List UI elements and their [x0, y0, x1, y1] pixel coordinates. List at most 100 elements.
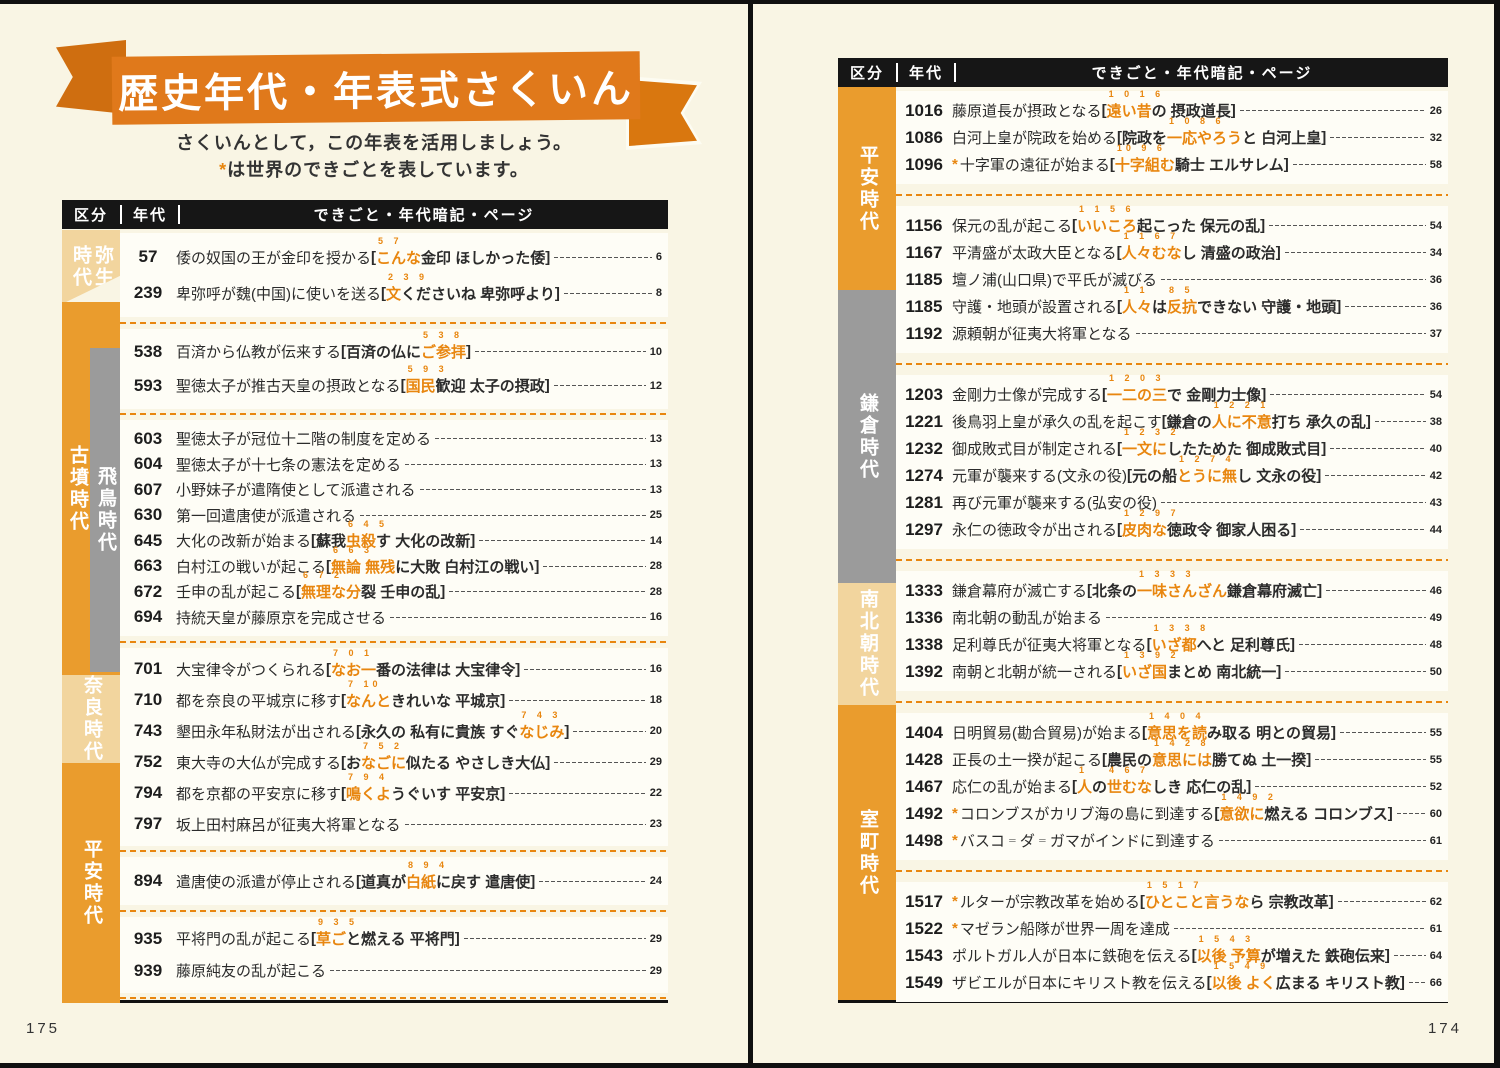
mnemonic-text: に戻す 遣唐使 [436, 873, 531, 891]
bracket-open: [ [1072, 217, 1078, 234]
page-ref: 16 [649, 611, 662, 624]
mnemonic-text: へと 足利尊氏 [1196, 637, 1290, 654]
era-label: 飛鳥時代 [95, 466, 116, 554]
event-description: 鎌倉幕府が滅亡する [952, 583, 1088, 600]
event-description: 聖徳太子が冠位十二階の制度を定める [176, 431, 432, 449]
mnemonic-highlight: 意思を読 1 4 0 4 [1147, 711, 1208, 743]
row-group: 935 平将門の乱が起こる[草ご 9 3 5 と燃える 平将門] 29 939 藤原純友の乱… [120, 916, 668, 993]
event-description: 倭の奴国の王が金印を授かる [176, 249, 372, 267]
bracket-close: ] [564, 722, 570, 740]
dashed-line [896, 701, 1448, 703]
event-text: * マゼラン船隊が世界一周を達成 61 [952, 918, 1448, 939]
event-text: 南北朝の動乱が始まる 49 [952, 607, 1448, 628]
event-description: ザビエルが日本にキリスト教を伝える [952, 975, 1207, 992]
event-text: 鎌倉幕府が滅亡する[北条の 一味さんざん 1 3 3 3 鎌倉幕府滅亡] 46 [952, 570, 1448, 601]
event-text: ザビエルが日本にキリスト教を伝える[以後 よく 1 5 4 9 広まる キリスト教]… [952, 962, 1448, 993]
page-ref: 52 [1429, 780, 1442, 793]
year-digits-annotation: 5 7 [378, 235, 403, 246]
bracket-open: [ [1116, 244, 1122, 261]
mnemonic-text: で 金剛力士像 [1167, 387, 1262, 404]
era-block: 奈良時代 [62, 675, 120, 763]
table-row: 1338 足利尊氏が征夷大将軍となる[いざ都 1 3 3 8 へと 足利尊氏] 48 [896, 624, 1448, 658]
bracket-close: ] [554, 284, 560, 302]
era-label: 弥生時代 [70, 245, 113, 289]
mnemonic-highlight: 白紙 8 9 4 [406, 859, 449, 891]
event-description: 白河上皇が院政を始める [952, 130, 1118, 147]
bracket-close: ] [1230, 102, 1236, 119]
event-description: コロンブスがカリブ海の島に到達する [959, 806, 1215, 823]
header-divider [178, 205, 180, 224]
mnemonic-highlight: 人々むな 1 1 6 7 [1121, 231, 1182, 263]
mnemonic-text: 院政を [1122, 130, 1168, 147]
page-ref: 28 [649, 585, 662, 598]
table-row: 1392 南朝と北朝が統一される[いざ国 1 3 9 2 まとめ 南北統一] 50 [896, 651, 1448, 685]
year-digits-annotation: 1 0 1 6 [1108, 89, 1165, 99]
event-text: * 十字軍の遠征が始まる[十字組む 10 9 6 騎士 エルサレム] 58 [952, 143, 1448, 175]
mnemonic-highlight: 十字組む 10 9 6 [1114, 143, 1175, 175]
event-text: 聖徳太子が十七条の憲法を定める 13 [176, 454, 668, 475]
year-cell: 604 [133, 454, 163, 474]
bracket-open: [ [1117, 440, 1123, 457]
era-label: 奈良時代 [81, 675, 102, 763]
year-digits-annotation: 5 9 3 [407, 364, 448, 374]
event-text: 再び元軍が襲来する(弘安の役) 43 [952, 492, 1448, 513]
subtitle-line-2: *は世界のできごとを表しています。 [219, 160, 529, 180]
header-dekigoto: できごと・年代暗記・ページ [1091, 65, 1313, 82]
event-text: 都を奈良の平城京に移す[なんと 7 10 きれいな 平城京] 18 [176, 679, 668, 711]
year-cell: 1096 [905, 154, 943, 174]
header-divider [896, 63, 898, 82]
mnemonic-text: 金印 ほしかった倭 [421, 249, 546, 267]
event-text: 聖徳太子が冠位十二階の制度を定める 13 [176, 428, 668, 449]
event-text: 正長の土一揆が起こる[農民の 意思には 1 4 2 8 勝てぬ 土一揆] 55 [952, 739, 1448, 770]
table-row: 603 聖徳太子が冠位十二階の制度を定める 13 [120, 426, 668, 452]
bracket-close: ] [1321, 129, 1327, 146]
table-row: 1543 ポルトガル人が日本に鉄砲を伝える[以後 予算 1 5 4 3 が増えた 鉄砲… [896, 935, 1448, 969]
year-digits-annotation: 1 3 9 2 [1124, 650, 1180, 660]
dotted-leader [1161, 279, 1426, 280]
dotted-leader [1326, 590, 1426, 591]
event-text: 遣唐使の派遣が停止される[道真が 白紙 8 9 4 に戻す 遣唐使] 24 [176, 859, 668, 892]
mnemonic-highlight: 遠い昔 1 0 1 6 [1106, 89, 1165, 121]
event-description: 第一回遣唐使が派遣される [176, 507, 357, 525]
bracket-close: ] [470, 532, 476, 550]
dotted-leader [573, 730, 646, 732]
mnemonic-text: ら 宗教改革 [1249, 894, 1329, 911]
bracket-open: [ [381, 284, 386, 302]
page-ref: 26 [1429, 104, 1442, 117]
page-ref: 48 [1429, 638, 1442, 651]
year-cell: 710 [133, 690, 163, 709]
header-divider [120, 205, 122, 224]
page-ref: 6 [655, 251, 662, 263]
year-cell: 1428 [905, 749, 943, 769]
dotted-leader [509, 699, 646, 701]
mnemonic-highlight: 無論 無残 6 6 3 [331, 544, 396, 576]
group-separator [896, 860, 1448, 882]
table-row: 593 聖徳太子が推古天皇の摂政となる[国民 5 9 3 歓迎 太子の摂政] 12 [120, 365, 668, 403]
dotted-leader [1135, 333, 1426, 334]
table-row: 1156 保元の乱が起こる[いいころ 1 1 5 6 起こった 保元の乱] 54 [896, 205, 1448, 239]
table-row: 935 平将門の乱が起こる[草ご 9 3 5 と燃える 平将門] 29 [120, 918, 668, 955]
bracket-close: ] [454, 930, 460, 947]
event-description: 遣唐使の派遣が停止される [176, 873, 357, 891]
bracket-close: ] [1276, 663, 1282, 680]
table-row: 1192 源頼朝が征夷大将軍となる 37 [896, 320, 1448, 347]
event-description: マゼラン船隊が世界一周を達成 [959, 921, 1170, 938]
mnemonic-highlight: 意欲に 1 4 9 2 [1219, 792, 1277, 824]
page-ref: 46 [1429, 584, 1442, 597]
page-ref: 10 [649, 345, 662, 358]
mnemonic-text: と燃える 平将門 [346, 931, 455, 948]
bracket-open: [ [1214, 805, 1220, 822]
bracket-open: [ [1206, 974, 1212, 991]
bracket-open: [ [1146, 636, 1152, 653]
page-ref: 16 [649, 663, 662, 675]
year-cell: 1221 [905, 411, 943, 431]
page-ref: 61 [1429, 922, 1442, 935]
dotted-leader [524, 668, 646, 670]
bracket-open: [ [356, 872, 362, 890]
dashed-line [120, 997, 668, 1000]
era-label: 室町時代 [857, 808, 878, 897]
header-dekigoto: できごと・年代暗記・ページ [313, 207, 535, 224]
event-text: 白村江の戦いが起こる[無論 無残 6 6 3 に大敗 白村江の戦い] 28 [176, 544, 668, 577]
